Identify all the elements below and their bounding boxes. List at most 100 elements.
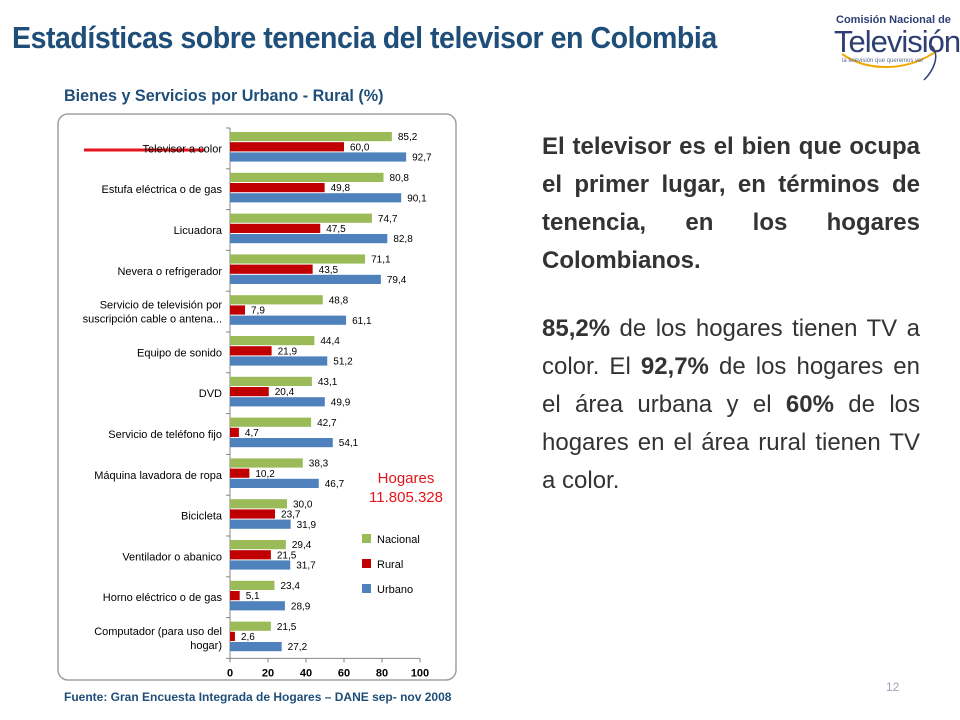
category-label: hogar) [190,640,222,652]
bar-urbano [230,438,333,448]
hogares-label: Hogares [377,470,435,487]
bar-urbano [230,642,282,652]
source-note: Fuente: Gran Encuesta Integrada de Hogar… [64,690,452,704]
category-label: suscripción cable o antena... [83,314,222,326]
bar-rural [230,631,235,641]
bar-rural [230,468,250,478]
hogares-annotation: Hogares 11.805.328 [358,469,454,507]
x-tick-label: 40 [300,667,312,679]
category-label: Televisor a color [143,143,223,155]
cntv-logo: Comisión Nacional de Televisión la telev… [828,6,960,86]
data-label: 2,6 [241,632,255,643]
paragraph-2-text2: de los hogares en el área urbana y el [542,353,920,418]
data-label: 61,1 [352,316,372,327]
legend-swatch-nacional [362,534,371,543]
bar-nacional [230,580,275,590]
data-label: 82,8 [393,234,413,245]
category-label: Servicio de televisión por [100,300,223,312]
data-label: 30,0 [293,499,313,510]
description-text: El televisor es el bien que ocupa el pri… [542,128,920,500]
bar-rural [230,223,321,233]
bar-rural [230,509,276,519]
bar-nacional [230,621,271,631]
data-label: 31,9 [297,520,317,531]
bar-urbano [230,478,319,488]
legend-swatch-rural [362,559,371,568]
category-label: Licuadora [174,225,223,237]
category-label: Estufa eléctrica o de gas [102,184,223,196]
stat-national: 85,2% [542,315,611,342]
data-label: 92,7 [412,153,432,164]
category-label: Ventilador o abanico [122,551,222,563]
bar-urbano [230,274,381,284]
data-label: 49,9 [331,397,351,408]
category-label: Máquina lavadora de ropa [94,470,223,482]
bar-urbano [230,519,291,529]
bar-rural [230,591,240,601]
bar-rural [230,346,272,356]
paragraph-1: El televisor es el bien que ocupa el pri… [542,133,920,274]
bar-urbano [230,560,291,570]
page-title: Estadísticas sobre tenencia del televiso… [12,20,717,55]
bar-urbano [230,356,328,366]
data-label: 71,1 [371,255,391,266]
logo-swoosh-icon [841,45,939,81]
data-label: 5,1 [246,591,260,602]
data-label: 29,4 [292,540,312,551]
bar-urbano [230,193,402,203]
logo-line1: Comisión Nacional de [836,14,951,26]
logo-line3: la televisión que queremos ver [842,58,924,64]
data-label: 54,1 [339,438,359,449]
bar-rural [230,387,269,397]
data-label: 38,3 [309,459,329,470]
data-label: 23,7 [281,510,301,521]
data-label: 51,2 [333,357,353,368]
category-label: Bicicleta [181,511,223,523]
bar-rural [230,550,271,560]
data-label: 23,4 [280,581,300,592]
stat-rural: 60% [785,391,834,418]
data-label: 60,0 [350,142,370,153]
x-tick-label: 20 [262,667,274,679]
x-tick-label: 0 [227,667,233,679]
bar-urbano [230,601,285,611]
page-number: 12 [886,680,900,694]
data-label: 4,7 [245,428,259,439]
chart-title: Bienes y Servicios por Urbano - Rural (%… [64,86,384,105]
paragraph-2-text3: de los hogares en el área rural tienen T… [542,391,920,494]
bar-urbano [230,234,388,244]
bar-nacional [230,172,384,182]
category-label: DVD [199,388,222,400]
data-label: 21,9 [278,346,298,357]
bar-nacional [230,499,287,509]
legend-label-nacional: Nacional [377,534,420,546]
data-label: 48,8 [329,295,349,306]
paragraph-2: 85,2% de los hogares tienen TV a color. … [542,310,920,500]
data-label: 85,2 [398,132,418,143]
bar-urbano [230,315,347,325]
data-label: 42,7 [317,418,337,429]
data-label: 79,4 [387,275,407,286]
legend-label-urbano: Urbano [377,584,413,596]
category-label: Equipo de sonido [137,347,222,359]
bar-nacional [230,417,312,427]
data-label: 21,5 [277,550,297,561]
data-label: 28,9 [291,601,311,612]
bar-nacional [230,295,323,305]
logo-line2: Televisión [834,24,960,59]
data-label: 49,8 [331,183,351,194]
bar-rural [230,427,239,437]
data-label: 20,4 [275,387,295,398]
data-label: 31,7 [296,561,316,572]
x-tick-label: 100 [411,667,429,679]
category-label: Computador (para uso del [94,626,222,638]
bar-nacional [230,254,366,264]
category-label: Nevera o refrigerador [117,266,222,278]
data-label: 44,4 [320,336,340,347]
paragraph-2-text1: de los hogares tienen TV a color. El [542,315,920,380]
data-label: 46,7 [325,479,345,490]
bar-nacional [230,132,392,142]
bar-nacional [230,336,315,346]
bar-nacional [230,376,312,386]
legend-label-rural: Rural [377,559,403,571]
